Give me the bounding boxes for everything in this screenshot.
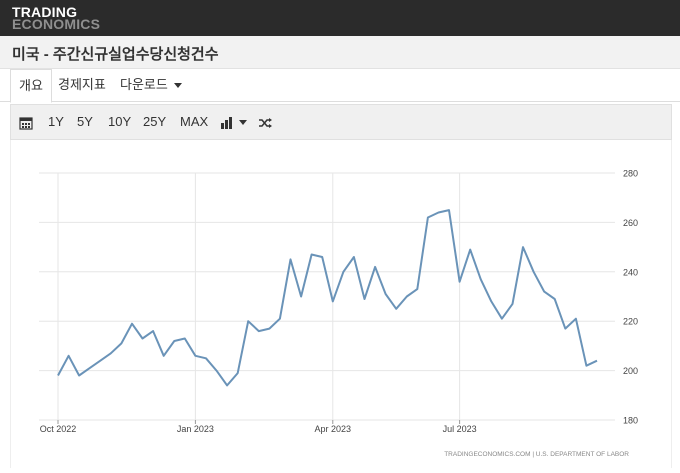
title-bar: 미국 - 주간신규실업수당신청건수 — [0, 36, 680, 69]
data-point[interactable] — [584, 363, 589, 368]
series-line — [57, 209, 598, 387]
data-point[interactable] — [66, 353, 71, 358]
tab-overview-label: 개요 — [19, 78, 43, 93]
data-point[interactable] — [267, 326, 272, 331]
data-point[interactable] — [362, 296, 367, 301]
tab-indicators[interactable]: 경제지표 — [50, 69, 114, 102]
chart-area: Oct 2022 Jan 2023 Apr 2023 Jul 2023 180 200 2… — [10, 140, 672, 468]
x-tick-label: Jul 2023 — [443, 424, 477, 434]
data-point[interactable] — [563, 326, 568, 331]
data-point[interactable] — [172, 338, 177, 343]
data-point[interactable] — [489, 299, 494, 304]
trading-economics-logo[interactable]: TRADING ECONOMICS — [12, 4, 132, 32]
data-point[interactable] — [309, 252, 314, 257]
data-point[interactable] — [256, 329, 261, 334]
range-10y-button[interactable]: 10Y — [108, 114, 132, 129]
data-point[interactable] — [341, 269, 346, 274]
data-point[interactable] — [468, 247, 473, 252]
data-point[interactable] — [87, 366, 92, 371]
chart-toolbar: 1Y 5Y 10Y 25Y MAX — [10, 104, 672, 140]
y-tick-label: 200 — [623, 366, 638, 376]
x-tick-label: Jan 2023 — [177, 424, 214, 434]
data-point[interactable] — [573, 316, 578, 321]
chart-type-button[interactable] — [221, 105, 247, 139]
data-point[interactable] — [193, 353, 198, 358]
compare-button[interactable] — [259, 105, 273, 139]
data-point[interactable] — [140, 336, 145, 341]
calendar-icon — [19, 116, 33, 130]
x-tick-label: Apr 2023 — [315, 424, 352, 434]
logo-line-1: TRADING — [12, 4, 78, 20]
tab-download[interactable]: 다운로드 — [112, 69, 190, 102]
data-point[interactable] — [98, 358, 103, 363]
data-point[interactable] — [182, 336, 187, 341]
tab-download-label: 다운로드 — [120, 77, 168, 92]
data-point[interactable] — [552, 296, 557, 301]
range-1y-button[interactable]: 1Y — [48, 114, 64, 129]
data-point[interactable] — [225, 383, 230, 388]
data-point[interactable] — [299, 294, 304, 299]
source-note: TRADINGECONOMICS.COM | U.S. DEPARTMENT O… — [444, 451, 629, 458]
data-point[interactable] — [330, 299, 335, 304]
data-point[interactable] — [214, 368, 219, 373]
data-point[interactable] — [203, 356, 208, 361]
data-point[interactable] — [404, 294, 409, 299]
range-max-button[interactable]: MAX — [180, 114, 209, 129]
data-point[interactable] — [351, 254, 356, 259]
tab-overview[interactable]: 개요 — [10, 69, 52, 103]
data-point[interactable] — [77, 373, 82, 378]
chevron-down-icon — [239, 120, 247, 126]
data-point[interactable] — [415, 287, 420, 292]
calendar-button[interactable] — [19, 105, 33, 139]
y-tick-label: 280 — [623, 169, 638, 179]
data-point[interactable] — [288, 257, 293, 262]
data-point[interactable] — [235, 371, 240, 376]
data-point[interactable] — [531, 269, 536, 274]
data-point[interactable] — [521, 245, 526, 250]
data-point[interactable] — [108, 351, 113, 356]
bar-chart-icon — [221, 116, 232, 129]
tab-indicators-label: 경제지표 — [58, 77, 106, 92]
data-point[interactable] — [119, 341, 124, 346]
data-point[interactable] — [542, 289, 547, 294]
data-point[interactable] — [373, 264, 378, 269]
shuffle-icon — [259, 117, 272, 128]
top-bar: TRADING ECONOMICS — [0, 0, 680, 36]
tab-bar: 개요 경제지표 다운로드 — [0, 69, 680, 103]
chevron-down-icon — [173, 83, 182, 89]
data-point[interactable] — [129, 321, 134, 326]
y-tick-label: 260 — [623, 218, 638, 228]
data-point[interactable] — [151, 329, 156, 334]
x-tick-label: Oct 2022 — [40, 424, 77, 434]
data-point[interactable] — [246, 319, 251, 324]
range-25y-button[interactable]: 25Y — [143, 114, 167, 129]
data-point[interactable] — [499, 316, 504, 321]
range-5y-button[interactable]: 5Y — [77, 114, 93, 129]
data-point[interactable] — [595, 358, 600, 363]
data-point[interactable] — [56, 373, 61, 378]
data-point[interactable] — [447, 208, 452, 213]
y-tick-label: 180 — [623, 416, 638, 426]
line-chart: Oct 2022 Jan 2023 Apr 2023 Jul 2023 180 200 2… — [39, 169, 638, 458]
page-title: 미국 - 주간신규실업수당신청건수 — [12, 46, 219, 63]
data-point[interactable] — [383, 292, 388, 297]
data-point[interactable] — [457, 279, 462, 284]
logo-line-2: ECONOMICS — [12, 16, 101, 32]
data-point[interactable] — [436, 210, 441, 215]
data-point[interactable] — [478, 277, 483, 282]
y-tick-label: 240 — [623, 267, 638, 277]
data-point[interactable] — [425, 215, 430, 220]
data-point[interactable] — [277, 316, 282, 321]
data-point[interactable] — [394, 306, 399, 311]
data-point[interactable] — [320, 254, 325, 259]
data-point[interactable] — [510, 301, 515, 306]
data-point[interactable] — [161, 353, 166, 358]
y-tick-label: 220 — [623, 317, 638, 327]
